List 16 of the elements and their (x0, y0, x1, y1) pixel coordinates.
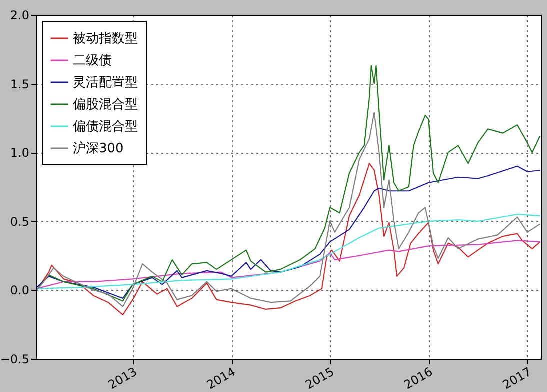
legend-label: 偏债混合型 (73, 120, 138, 134)
line-series (36, 65, 541, 302)
legend-label: 偏股混合型 (73, 98, 138, 112)
legend-label: 灵活配置型 (73, 76, 138, 90)
y-tick-label: −0.5 (0, 352, 30, 366)
line-series (36, 240, 541, 290)
y-tick-label: 2.0 (10, 8, 30, 22)
line-series (36, 214, 541, 290)
legend-label: 二级债 (73, 54, 112, 68)
legend-label: 沪深300 (73, 140, 124, 156)
y-tick-label: 1.5 (10, 77, 30, 92)
line-series (36, 112, 541, 308)
y-tick-label: 0.0 (10, 284, 30, 298)
y-tick-label: 0.5 (10, 214, 30, 229)
legend-label: 被动指数型 (73, 32, 138, 46)
y-tick-label: 1.0 (10, 146, 30, 160)
